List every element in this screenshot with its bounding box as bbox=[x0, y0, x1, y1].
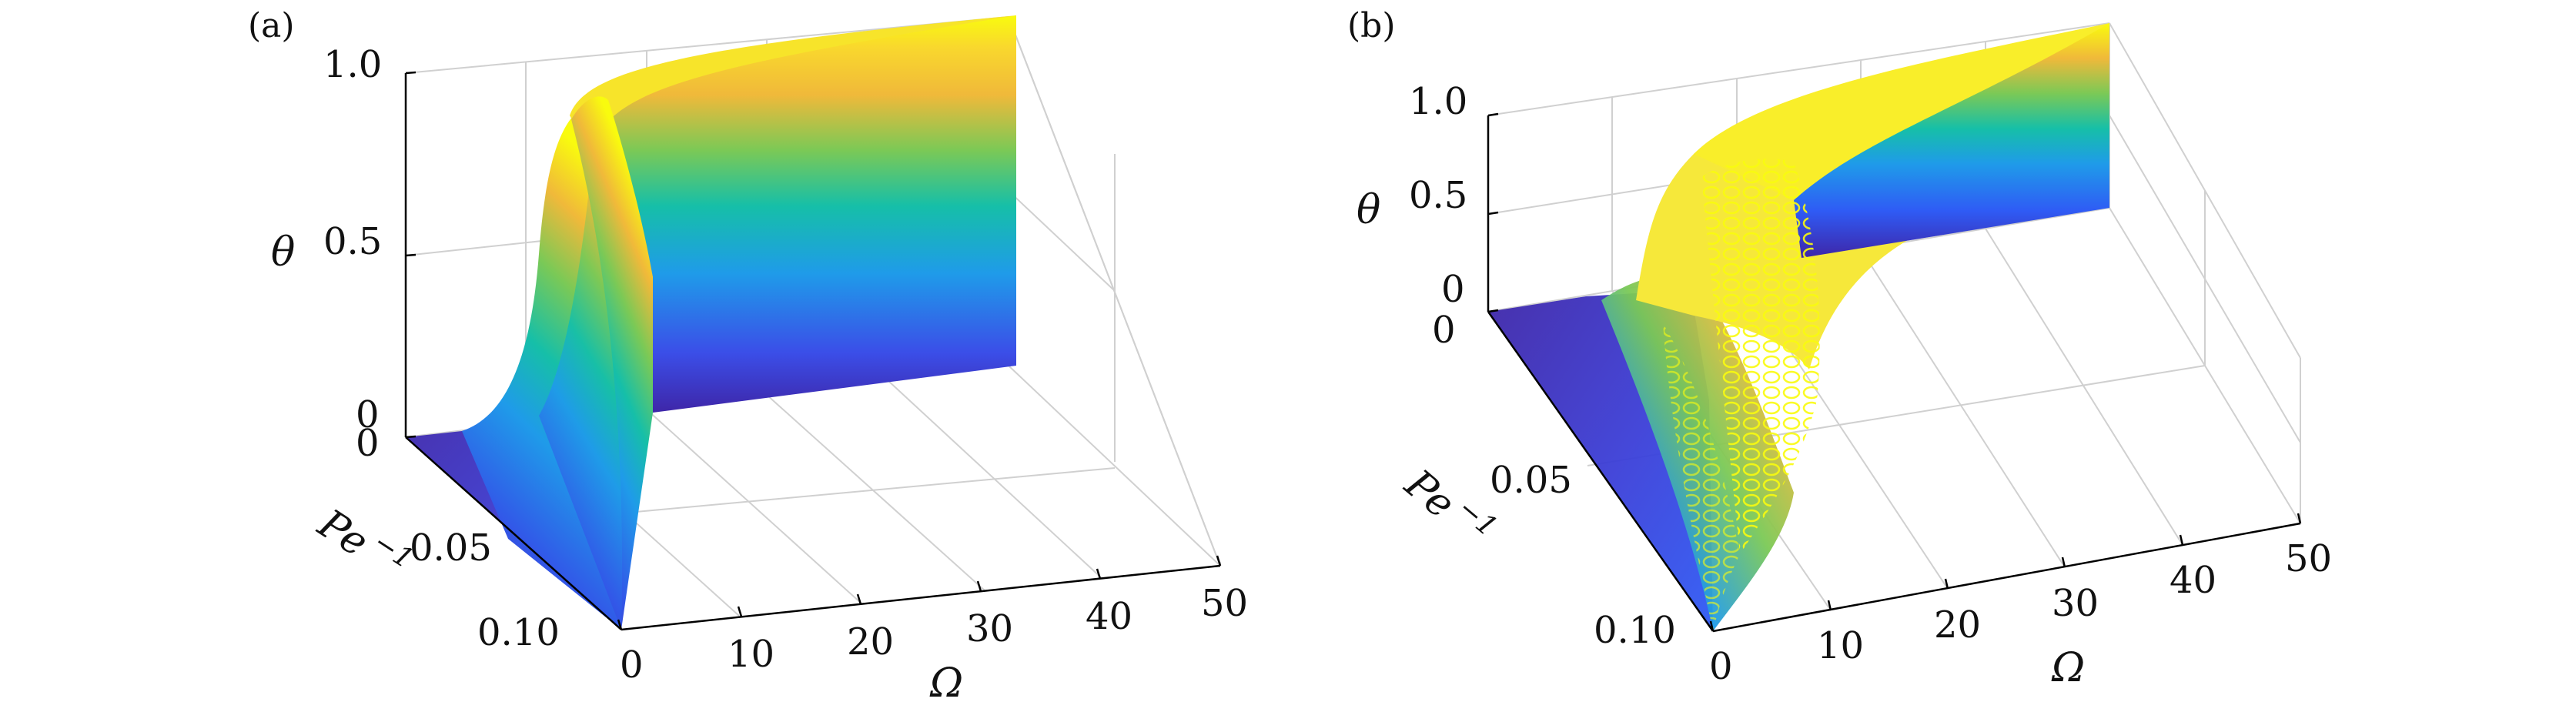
panel-a-ztick-marks bbox=[405, 71, 417, 439]
panel-a-ytick-005: 0.05 bbox=[410, 526, 492, 570]
panel-b-xtick-50: 50 bbox=[2285, 537, 2332, 580]
panel-b: (b) bbox=[1347, 6, 2332, 691]
panel-a-ytick-0: 0 bbox=[356, 422, 380, 465]
panel-a-xtick-20: 20 bbox=[847, 620, 894, 664]
panel-b-surface-top bbox=[1694, 23, 2109, 200]
panel-a-ylabel-base: Pe bbox=[309, 500, 376, 566]
panel-b-ztick-marks bbox=[1487, 112, 1499, 313]
panel-b-circle-markers bbox=[1701, 159, 1820, 554]
panel-b-xtick-marks bbox=[1709, 513, 2302, 632]
panel-b-ztick-1: 1.0 bbox=[1409, 80, 1467, 123]
panel-a-ztick-0: 0 bbox=[356, 393, 380, 436]
panel-a-ylabel: Pe −1 bbox=[309, 500, 419, 575]
panel-b-xtick-10: 10 bbox=[1817, 624, 1864, 667]
panel-a: (a) bbox=[248, 6, 1248, 707]
panel-b-surface-wall bbox=[1794, 23, 2109, 258]
panel-b-zlabel: θ bbox=[1357, 187, 1380, 233]
panel-b-xtick-30: 30 bbox=[2052, 582, 2099, 625]
panel-b-xtick-0: 0 bbox=[1709, 645, 1733, 688]
panel-b-xtick-40: 40 bbox=[2170, 559, 2216, 602]
panel-a-ztick-05: 0.5 bbox=[323, 220, 382, 263]
panel-b-xlabel: Ω bbox=[2051, 645, 2085, 691]
panel-b-ytick-0: 0 bbox=[1432, 309, 1456, 352]
panel-b-xtick-20: 20 bbox=[1934, 603, 1981, 647]
panel-a-zlabel: θ bbox=[271, 229, 295, 276]
panel-a-xlabel: Ω bbox=[929, 660, 963, 707]
panel-a-xtick-marks bbox=[617, 555, 1222, 630]
panel-b-label: (b) bbox=[1347, 6, 1396, 45]
panel-b-ztick-05: 0.5 bbox=[1409, 174, 1467, 217]
panel-a-xtick-0: 0 bbox=[620, 643, 644, 687]
panel-a-ytick-010: 0.10 bbox=[477, 611, 560, 654]
panel-a-surface-wall bbox=[601, 15, 1016, 413]
panel-b-ytick-010: 0.10 bbox=[1594, 609, 1676, 652]
panel-a-label: (a) bbox=[248, 6, 295, 45]
panel-a-ztick-1: 1.0 bbox=[323, 43, 382, 86]
panel-a-xtick-10: 10 bbox=[728, 633, 774, 676]
panel-a-xtick-50: 50 bbox=[1201, 582, 1248, 625]
panel-a-xtick-30: 30 bbox=[966, 607, 1013, 650]
panel-b-circle-markers-2 bbox=[1663, 323, 1740, 631]
panel-b-ylabel: Pe −1 bbox=[1396, 460, 1504, 543]
panel-a-xtick-40: 40 bbox=[1086, 595, 1132, 638]
panel-b-ztick-0: 0 bbox=[1441, 268, 1465, 311]
panel-b-ytick-005: 0.05 bbox=[1490, 459, 1572, 502]
panel-a-surface-edge bbox=[571, 96, 653, 630]
